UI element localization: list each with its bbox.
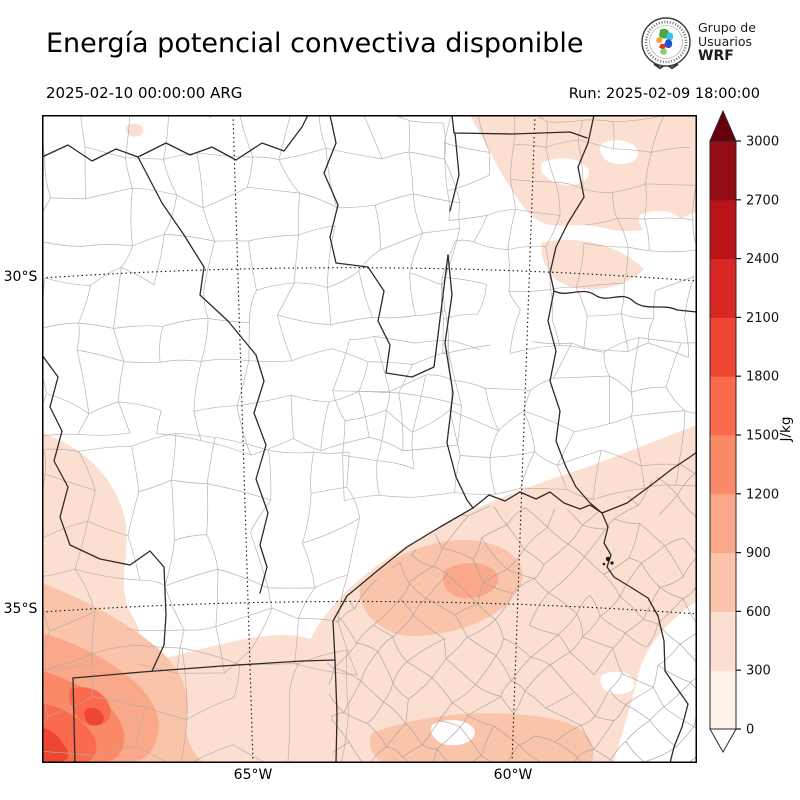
colorbar-segment	[710, 670, 736, 730]
colorbar-tick-label: 2400	[746, 252, 779, 267]
colorbar-tick-label: 900	[746, 546, 771, 561]
gridline-35s	[42, 600, 697, 615]
y-axis-label-35s: 35°S	[3, 601, 38, 617]
colorbar-segment	[710, 493, 736, 554]
colorbar-segment	[710, 199, 736, 260]
wrf-logo-emblem-icon	[641, 17, 691, 70]
colorbar-segment	[710, 376, 736, 436]
logo-line-3: WRF	[698, 48, 734, 64]
province-boundaries	[42, 115, 697, 763]
x-axis-label-65w: 65°W	[233, 767, 273, 783]
colorbar-tick-label: 3000	[746, 135, 779, 150]
map-frame	[42, 115, 697, 763]
colorbar-segment	[710, 435, 736, 495]
y-axis-label-30s: 30°S	[3, 269, 38, 285]
colorbar-unit-label: J/kg	[778, 416, 794, 442]
graticule-gridlines	[42, 115, 697, 763]
colorbar-segment	[710, 141, 736, 201]
buenos-aires-partidos-mesh	[327, 451, 697, 763]
colorbar-tick-label: 1200	[746, 487, 779, 502]
colorbar-over-arrow	[709, 109, 737, 142]
colorbar-under-arrow	[709, 728, 737, 754]
colorbar-tick-label: 1800	[746, 370, 779, 385]
colorbar: 0 300 600 900 1200 1500 1800 2100 2400 2700 3000	[702, 105, 798, 775]
logo-line-1: Grupo de	[698, 20, 756, 35]
run-time-label: Run: 2025-02-09 18:00:00	[568, 86, 760, 102]
colorbar-tick-label: 2100	[746, 311, 779, 326]
colorbar-tick-label: 1500	[746, 429, 779, 444]
x-axis-label-60w: 60°W	[493, 767, 533, 783]
city-cluster-dots	[602, 556, 614, 566]
wrf-logo-text: Grupo de Usuarios WRF	[698, 20, 756, 64]
colorbar-segment	[710, 258, 736, 318]
colorbar-tick-label: 0	[746, 723, 754, 738]
colorbar-segment	[710, 317, 736, 377]
valid-time-label: 2025-02-10 00:00:00 ARG	[46, 84, 243, 102]
colorbar-segment	[710, 611, 736, 671]
colorbar-segment	[710, 552, 736, 612]
colorbar-tick-label: 600	[746, 605, 771, 620]
colorbar-tick-label: 300	[746, 664, 771, 679]
department-boundaries-mesh	[42, 115, 697, 763]
page-title: Energía potencial convectiva disponible	[46, 28, 584, 59]
cape-shading	[42, 115, 697, 763]
colorbar-tick-label: 2700	[746, 193, 779, 208]
logo-line-2: Usuarios	[698, 34, 753, 49]
map-canvas	[42, 115, 697, 763]
